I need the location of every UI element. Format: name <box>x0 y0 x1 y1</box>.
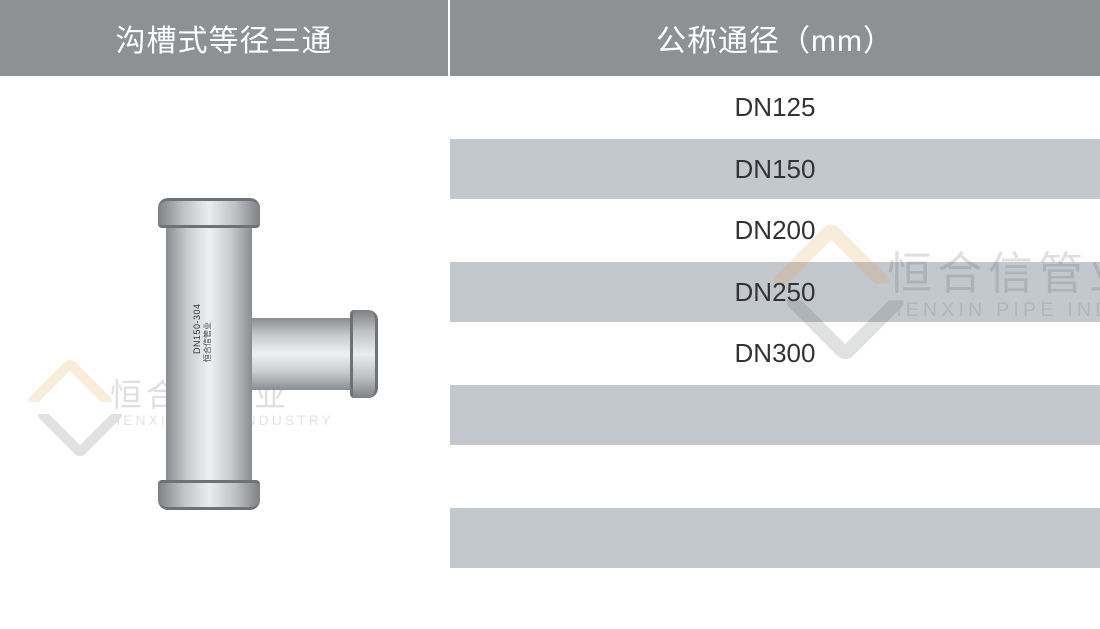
groove-flange-right <box>350 310 378 398</box>
size-row <box>450 447 1100 508</box>
pipe-brand-label: 恒合信管业 <box>202 322 213 362</box>
right-column: 公称通径（mm） 恒合信管业 HENXIN PIPE INDUSTRY DN12… <box>450 0 1100 629</box>
size-rows: 恒合信管业 HENXIN PIPE INDUSTRY DN125DN150DN2… <box>450 78 1100 629</box>
size-row <box>450 385 1100 446</box>
tee-fitting-illustration: DN150-304 恒合信管业 <box>74 194 374 514</box>
product-image-area: 恒合信管业 HENXIN PIPE INDUSTRY DN150-304 恒合信… <box>0 78 448 629</box>
size-row <box>450 508 1100 569</box>
groove-flange-top <box>158 198 260 228</box>
pipe-marking: DN150-304 <box>192 303 202 354</box>
size-row: DN250 <box>450 262 1100 323</box>
size-row: DN200 <box>450 201 1100 262</box>
nominal-diameter-header: 公称通径（mm） <box>450 0 1100 78</box>
left-column: 沟槽式等径三通 恒合信管业 HENXIN PIPE INDUSTRY DN150… <box>0 0 450 629</box>
size-row: DN125 <box>450 78 1100 139</box>
groove-flange-bottom <box>158 480 260 510</box>
size-row: DN300 <box>450 324 1100 385</box>
product-name-header: 沟槽式等径三通 <box>0 0 448 78</box>
spec-table: 沟槽式等径三通 恒合信管业 HENXIN PIPE INDUSTRY DN150… <box>0 0 1100 629</box>
size-row <box>450 570 1100 629</box>
size-row: DN150 <box>450 139 1100 200</box>
